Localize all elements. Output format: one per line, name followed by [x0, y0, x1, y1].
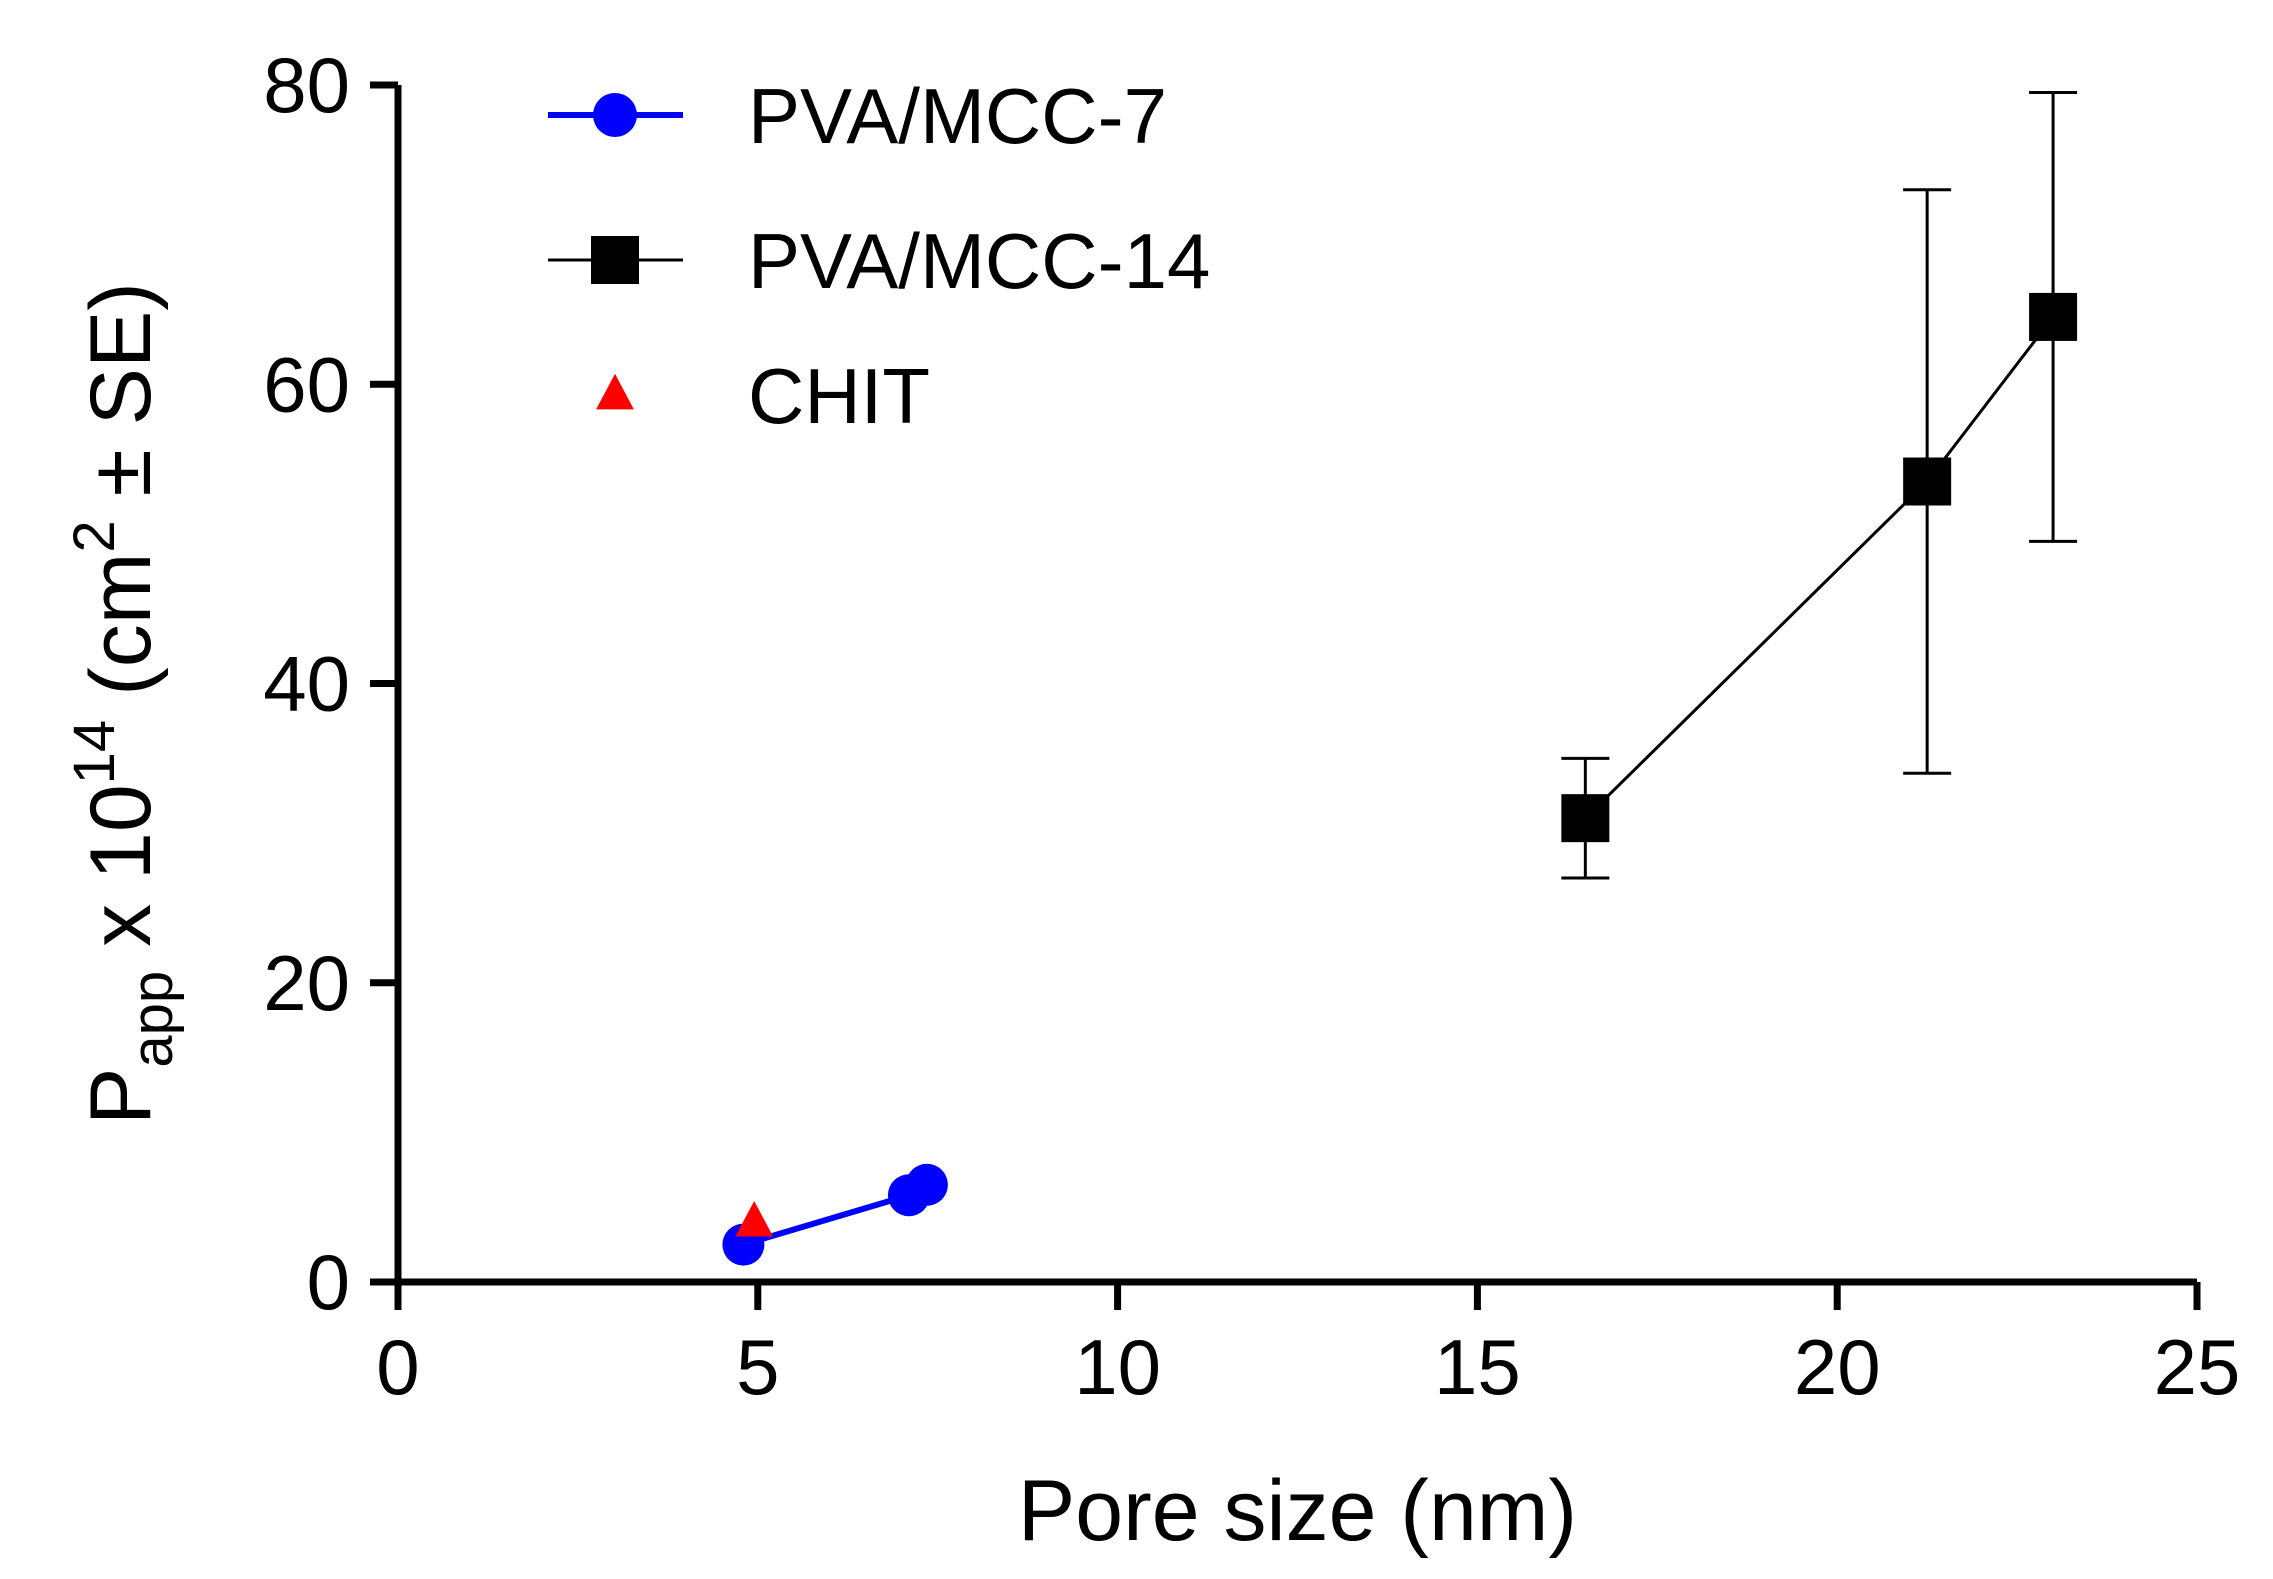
series-line-1 — [1584, 316, 2055, 820]
y-axis-title: Papp x 1014 (cm2 ± SE) — [62, 282, 185, 1125]
x-tick-label: 5 — [736, 1323, 779, 1411]
data-point-square — [1561, 794, 1610, 843]
data-point-circle — [905, 1163, 948, 1206]
x-tick-label: 20 — [1794, 1323, 1881, 1411]
x-tick-label: 0 — [376, 1323, 419, 1411]
y-title-times: x 10 — [73, 784, 169, 970]
y-tick-label: 40 — [263, 640, 350, 728]
y-title-exp: 14 — [62, 720, 127, 785]
legend-label: PVA/MCC-14 — [748, 217, 1210, 305]
x-tick-label: 10 — [1074, 1323, 1161, 1411]
x-tick-label: 25 — [2154, 1323, 2241, 1411]
y-tick-label: 20 — [263, 939, 350, 1027]
y-tick-label: 60 — [263, 340, 350, 428]
legend-marker-square — [591, 236, 639, 284]
y-tick-label: 0 — [307, 1238, 350, 1326]
legend-label: CHIT — [748, 352, 930, 440]
y-title-unit: (cm — [73, 553, 169, 720]
data-point-square — [2029, 292, 2078, 341]
legend-label: PVA/MCC-7 — [748, 72, 1167, 160]
legend-marker-triangle — [596, 373, 634, 410]
legend-marker-circle — [593, 93, 637, 137]
y-tick-label: 80 — [263, 41, 350, 129]
data-point-triangle — [735, 1200, 774, 1237]
x-axis-title: Pore size (nm) — [1018, 1463, 1577, 1559]
y-title-unit-close: ± SE) — [73, 282, 169, 520]
x-tick-label: 15 — [1434, 1323, 1521, 1411]
y-title-unit-exp: 2 — [62, 520, 127, 552]
y-title-base: P — [73, 1068, 169, 1125]
data-point-square — [1903, 457, 1952, 506]
y-title-sub: app — [120, 971, 185, 1068]
